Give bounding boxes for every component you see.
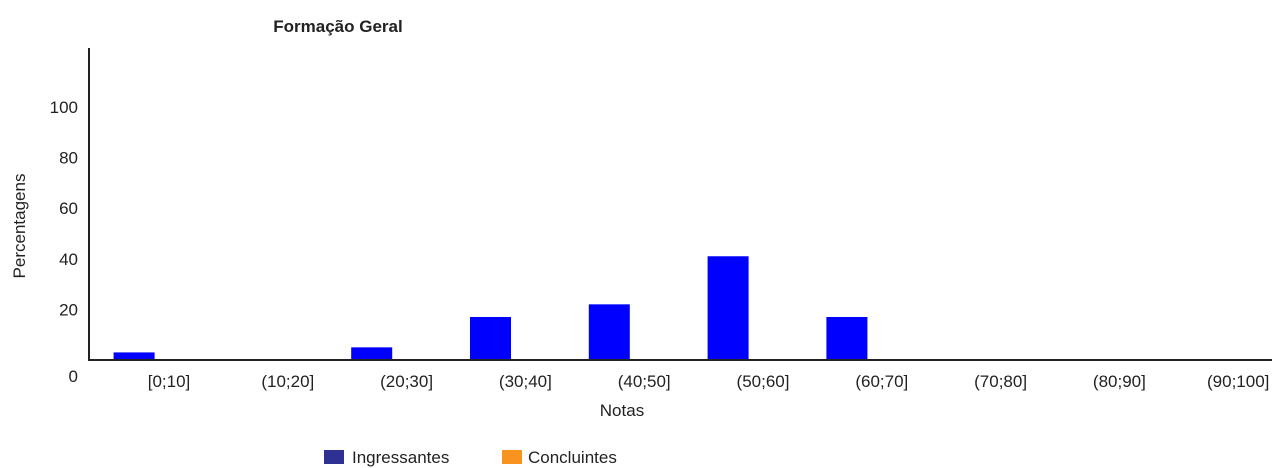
y-tick-label: 0 [69, 367, 78, 386]
legend-swatch-concluintes [502, 450, 522, 464]
x-tick-label: [0;10] [148, 372, 191, 391]
bar-ingressantes [588, 304, 630, 360]
y-axis-label: Percentagens [10, 174, 29, 279]
y-tick-label: 60 [59, 199, 78, 218]
legend: Ingressantes Concluintes [324, 448, 617, 467]
x-tick-label: (60;70] [855, 372, 908, 391]
x-tick-label: (90;100] [1207, 372, 1269, 391]
legend-label-ingressantes: Ingressantes [352, 448, 449, 467]
x-tick-label: (50;60] [737, 372, 790, 391]
chart-title: Formação Geral [273, 17, 402, 36]
legend-label-concluintes: Concluintes [528, 448, 617, 467]
y-tick-label: 20 [59, 300, 78, 319]
x-tick-label: (20;30] [380, 372, 433, 391]
legend-swatch-ingressantes [324, 450, 344, 464]
bar-ingressantes [470, 316, 511, 360]
bar-ingressantes [113, 352, 155, 360]
x-tick-label: (80;90] [1093, 372, 1146, 391]
x-tick-label: (40;50] [618, 372, 671, 391]
y-tick-label: 100 [50, 98, 78, 117]
x-tick-labels: [0;10] (10;20] (20;30] (30;40] (40;50] (50;60… [148, 372, 1270, 391]
x-axis-label: Notas [600, 401, 644, 420]
y-tick-label: 80 [59, 149, 78, 168]
y-tick-labels: 0 20 40 60 80 100 [50, 98, 78, 386]
bar-ingressantes [826, 316, 868, 360]
bars [113, 256, 868, 360]
x-tick-label: (10;20] [261, 372, 314, 391]
bar-ingressantes [707, 256, 749, 360]
x-tick-label: (70;80] [974, 372, 1027, 391]
x-tick-label: (30;40] [499, 372, 552, 391]
bar-ingressantes [351, 347, 393, 360]
y-tick-label: 40 [59, 250, 78, 269]
